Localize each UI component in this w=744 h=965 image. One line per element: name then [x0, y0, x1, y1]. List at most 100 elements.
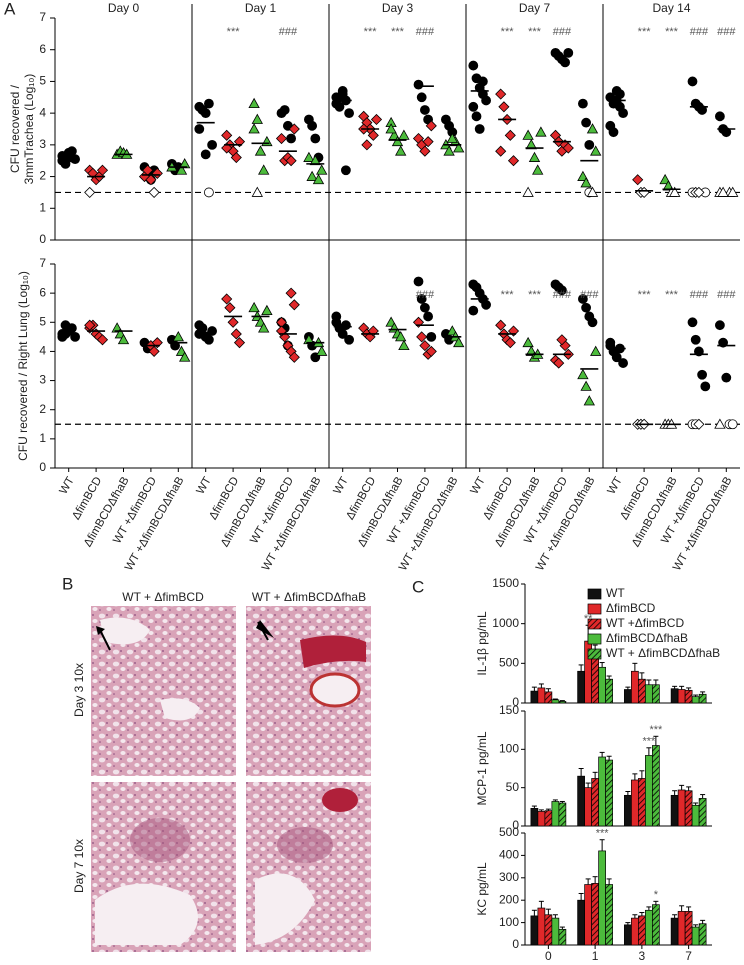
y-axis-label: KC pg/mL	[475, 862, 489, 916]
bar	[624, 924, 632, 946]
data-point	[307, 120, 318, 131]
data-point	[453, 142, 465, 153]
data-point	[587, 317, 598, 328]
data-point	[495, 88, 507, 100]
y-tick-label: 7	[39, 10, 46, 24]
data-point	[525, 139, 537, 150]
data-point	[590, 345, 602, 356]
data-point	[419, 302, 430, 313]
significance-label: ***	[665, 289, 679, 301]
significance-label: ***	[528, 289, 542, 301]
bar	[530, 915, 539, 946]
bar	[544, 810, 553, 827]
data-point	[233, 337, 246, 349]
data-point	[553, 357, 565, 369]
data-point	[423, 311, 434, 322]
bar	[605, 678, 613, 704]
data-point	[84, 186, 96, 198]
data-point	[207, 139, 218, 150]
bar	[652, 745, 660, 827]
x-tick-label: 3	[639, 949, 646, 963]
bar	[530, 690, 539, 704]
legend-label: WT + ΔfimBCDΔfhaB	[606, 646, 720, 660]
data-point	[344, 108, 355, 119]
data-point	[581, 117, 591, 128]
y-tick-label: 500	[499, 825, 519, 839]
data-point	[340, 165, 351, 176]
bar	[605, 884, 613, 946]
data-point	[395, 145, 407, 156]
data-point	[468, 305, 479, 316]
data-point	[334, 101, 345, 112]
data-point	[615, 89, 625, 100]
bar	[598, 756, 606, 827]
significance-label: ***	[638, 289, 652, 301]
y-tick-label: 50	[506, 780, 520, 794]
data-point	[426, 331, 437, 342]
y-tick-label: 0	[512, 695, 519, 709]
data-point	[700, 381, 711, 392]
significance-label: ***	[642, 736, 656, 748]
data-point	[481, 299, 492, 310]
data-point	[285, 287, 297, 299]
data-point	[60, 320, 71, 331]
bar	[698, 693, 707, 704]
data-point	[151, 167, 163, 179]
x-tick-label: WT	[58, 475, 77, 496]
data-point	[608, 127, 619, 138]
bar	[537, 687, 546, 704]
bar	[530, 808, 539, 827]
data-point	[361, 139, 373, 151]
data-point	[474, 124, 485, 134]
significance-label: ***	[501, 26, 515, 38]
data-point	[194, 320, 205, 331]
data-point	[580, 177, 592, 188]
bar	[652, 684, 660, 704]
y-tick-label: 4	[39, 344, 46, 358]
data-point	[221, 293, 233, 305]
y-tick-label: 3	[39, 137, 46, 151]
data-point	[605, 337, 616, 348]
group-label: Day 7	[519, 1, 551, 15]
data-point	[687, 76, 698, 87]
data-point	[714, 418, 726, 429]
bar	[670, 917, 679, 946]
bar	[638, 915, 646, 946]
data-point	[504, 129, 516, 141]
data-point	[690, 334, 701, 345]
data-point	[310, 133, 321, 144]
data-point	[468, 101, 479, 112]
data-point	[580, 380, 592, 391]
data-point	[416, 92, 427, 103]
data-point	[230, 328, 242, 340]
significance-label: ###	[690, 26, 709, 38]
data-point	[117, 333, 130, 345]
bar	[631, 917, 639, 946]
legend-label: WT +ΔfimBCD	[606, 616, 684, 630]
data-point	[697, 369, 707, 380]
data-point	[303, 333, 315, 345]
legend-swatch	[587, 588, 602, 600]
data-point	[498, 101, 510, 113]
data-point	[288, 351, 300, 363]
data-point	[556, 334, 568, 346]
data-point	[254, 145, 267, 156]
legend-swatch	[587, 603, 602, 615]
data-point	[419, 340, 431, 352]
y-tick-label: 0	[39, 232, 46, 246]
significance-label: ***	[649, 724, 663, 736]
data-point	[258, 322, 270, 333]
bar	[584, 884, 592, 946]
panel-letter: C	[412, 577, 424, 596]
data-point	[413, 79, 424, 90]
bar	[598, 666, 606, 704]
bar	[670, 688, 679, 704]
group-label: Day 0	[108, 1, 140, 15]
data-point	[586, 123, 599, 134]
data-point	[659, 173, 671, 185]
data-point	[316, 164, 328, 175]
bar	[677, 911, 686, 946]
significance-label: ***	[596, 828, 610, 840]
data-point	[248, 97, 260, 109]
